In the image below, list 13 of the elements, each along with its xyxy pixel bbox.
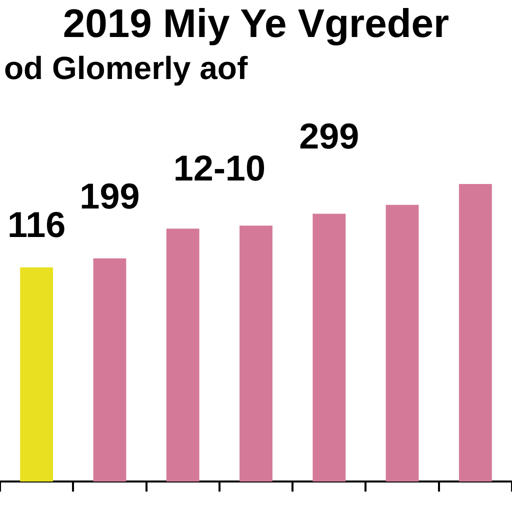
- chart-title: 2019 Miy Ye Vgreder: [62, 1, 450, 48]
- bar: [93, 258, 126, 482]
- text: 299: [299, 116, 360, 157]
- bar: [166, 228, 200, 482]
- bar: [240, 226, 272, 482]
- bar: [20, 267, 54, 482]
- bar: [458, 184, 492, 482]
- bar: [312, 214, 346, 482]
- bar: [386, 204, 419, 482]
- chart-subtitle: od Glomerly aof: [3, 49, 249, 88]
- annotation: 199: [80, 175, 140, 216]
- annotation: 12-10: [173, 148, 266, 189]
- annotation: 116: [8, 204, 66, 246]
